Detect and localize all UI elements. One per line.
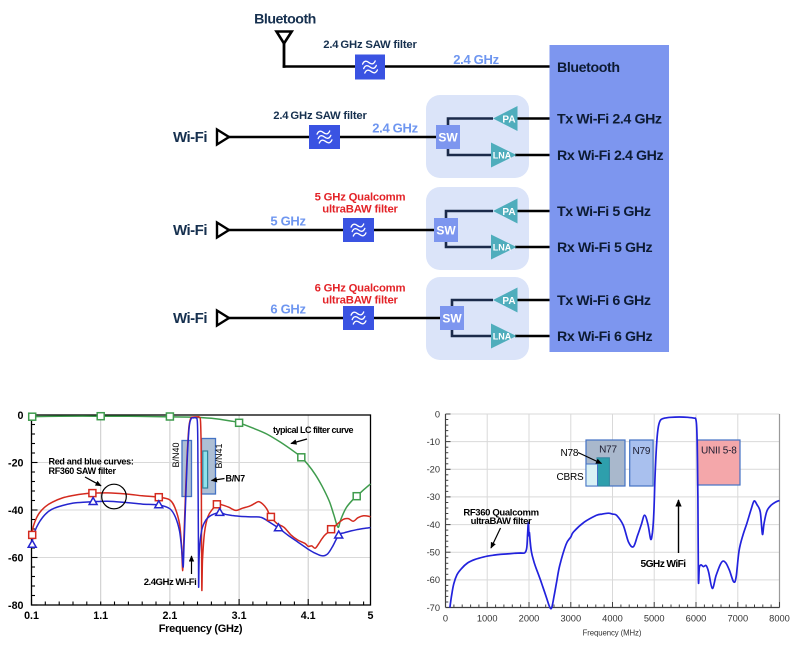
svg-text:Bluetooth: Bluetooth: [557, 60, 620, 76]
svg-text:7000: 7000: [727, 614, 748, 624]
svg-text:2.4 GHz: 2.4 GHz: [372, 121, 418, 136]
svg-text:5 GHz Qualcomm: 5 GHz Qualcomm: [315, 192, 406, 204]
svg-text:PA: PA: [502, 114, 515, 125]
svg-text:5000: 5000: [644, 614, 665, 624]
svg-text:N77: N77: [599, 445, 617, 456]
svg-text:2.4 GHz SAW filter: 2.4 GHz SAW filter: [273, 110, 367, 122]
svg-text:-40: -40: [8, 505, 24, 517]
svg-text:SW: SW: [436, 224, 456, 238]
svg-text:CBRS: CBRS: [557, 472, 585, 483]
svg-text:Frequency (MHz): Frequency (MHz): [583, 629, 642, 638]
svg-text:-30: -30: [427, 492, 440, 502]
svg-text:ultraBAW filter: ultraBAW filter: [471, 516, 532, 527]
svg-text:-20: -20: [8, 457, 24, 469]
svg-text:B/N7: B/N7: [226, 474, 246, 484]
svg-text:UNII 5-8: UNII 5-8: [701, 446, 737, 457]
svg-text:Rx Wi-Fi 2.4 GHz: Rx Wi-Fi 2.4 GHz: [557, 148, 664, 164]
svg-text:2.4GHz Wi-Fi: 2.4GHz Wi-Fi: [144, 577, 197, 588]
svg-text:RF360 SAW filter: RF360 SAW filter: [49, 466, 117, 476]
svg-text:PA: PA: [502, 296, 515, 307]
svg-text:5GHz WiFi: 5GHz WiFi: [641, 559, 687, 570]
svg-text:Tx Wi-Fi 6 GHz: Tx Wi-Fi 6 GHz: [557, 293, 651, 309]
svg-text:SW: SW: [438, 131, 458, 145]
svg-text:ultraBAW filter: ultraBAW filter: [322, 204, 398, 216]
svg-text:1.1: 1.1: [93, 610, 108, 622]
svg-text:Wi-Fi: Wi-Fi: [173, 222, 207, 239]
svg-text:Bluetooth: Bluetooth: [254, 12, 316, 28]
svg-text:5 GHz: 5 GHz: [270, 214, 306, 229]
svg-text:Rx Wi-Fi 6 GHz: Rx Wi-Fi 6 GHz: [557, 329, 652, 345]
svg-text:5: 5: [368, 610, 374, 622]
svg-text:0: 0: [435, 409, 440, 419]
svg-text:B/N40: B/N40: [171, 442, 181, 467]
svg-text:-50: -50: [427, 548, 440, 558]
svg-text:-10: -10: [427, 437, 440, 447]
svg-text:-70: -70: [427, 603, 440, 613]
svg-text:2000: 2000: [519, 614, 540, 624]
svg-text:2.4 GHz SAW filter: 2.4 GHz SAW filter: [323, 39, 417, 51]
svg-text:typical LC filter curve: typical LC filter curve: [273, 425, 354, 435]
svg-text:4.1: 4.1: [301, 610, 316, 622]
svg-text:-40: -40: [427, 520, 440, 530]
svg-text:-80: -80: [8, 600, 24, 612]
svg-text:SW: SW: [442, 312, 462, 326]
svg-text:6 GHz: 6 GHz: [270, 302, 306, 317]
svg-text:0: 0: [18, 410, 24, 422]
svg-text:Tx Wi-Fi 5 GHz: Tx Wi-Fi 5 GHz: [557, 204, 651, 220]
svg-text:LNA: LNA: [493, 243, 512, 253]
svg-text:3.1: 3.1: [232, 610, 247, 622]
svg-text:2.1: 2.1: [162, 610, 177, 622]
svg-text:LNA: LNA: [493, 332, 512, 342]
svg-text:1000: 1000: [477, 614, 498, 624]
svg-text:Wi-Fi: Wi-Fi: [173, 310, 207, 327]
svg-text:8000: 8000: [769, 614, 790, 624]
svg-text:0.1: 0.1: [24, 610, 39, 622]
svg-text:0: 0: [443, 614, 448, 624]
svg-text:-60: -60: [427, 575, 440, 585]
svg-text:PA: PA: [502, 207, 515, 218]
svg-text:6 GHz Qualcomm: 6 GHz Qualcomm: [315, 283, 406, 295]
svg-text:-20: -20: [427, 465, 440, 475]
svg-text:LNA: LNA: [493, 151, 512, 161]
svg-text:Red and blue curves:: Red and blue curves:: [49, 457, 134, 467]
svg-text:Frequency (GHz): Frequency (GHz): [159, 623, 243, 635]
svg-text:-60: -60: [8, 552, 24, 564]
svg-text:RF360 Qualcomm: RF360 Qualcomm: [463, 508, 538, 519]
svg-text:B/N41: B/N41: [214, 443, 224, 468]
svg-text:N79: N79: [633, 446, 651, 457]
svg-text:ultraBAW filter: ultraBAW filter: [322, 295, 398, 307]
svg-text:Wi-Fi: Wi-Fi: [173, 129, 207, 146]
svg-text:N78: N78: [561, 448, 579, 459]
svg-text:Tx Wi-Fi 2.4 GHz: Tx Wi-Fi 2.4 GHz: [557, 112, 662, 128]
svg-text:Rx Wi-Fi 5 GHz: Rx Wi-Fi 5 GHz: [557, 240, 652, 256]
svg-text:2.4 GHz: 2.4 GHz: [453, 52, 499, 67]
svg-text:4000: 4000: [602, 614, 623, 624]
svg-text:3000: 3000: [560, 614, 581, 624]
svg-text:6000: 6000: [686, 614, 707, 624]
